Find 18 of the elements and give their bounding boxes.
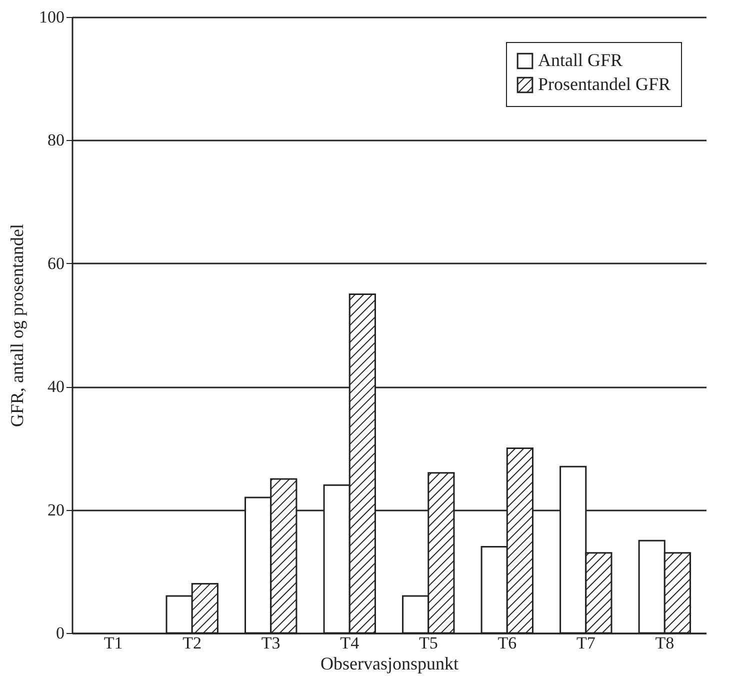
y-tick-label: 100 <box>39 8 64 26</box>
y-tick-label: 60 <box>48 254 64 273</box>
legend-label: Prosentandel GFR <box>538 74 670 94</box>
x-tick-label: T8 <box>655 634 674 652</box>
x-tick-label: T1 <box>104 634 123 652</box>
x-tick-label: T3 <box>261 634 280 652</box>
x-tick-label: T5 <box>418 634 438 652</box>
x-axis-title: Observasjonspunkt <box>320 654 458 674</box>
x-tick-label: T7 <box>576 634 596 652</box>
x-tick-label: T6 <box>498 634 517 652</box>
x-tick-label: T2 <box>182 634 202 652</box>
y-tick-label: 0 <box>56 624 64 642</box>
x-tick-label: T4 <box>340 634 360 652</box>
legend-label: Antall GFR <box>538 50 623 70</box>
y-tick-label: 20 <box>48 500 64 520</box>
y-tick-label: 40 <box>48 377 64 396</box>
y-tick-label: 80 <box>48 130 64 150</box>
y-axis-title: GFR, antall og prosentandel <box>7 224 27 427</box>
